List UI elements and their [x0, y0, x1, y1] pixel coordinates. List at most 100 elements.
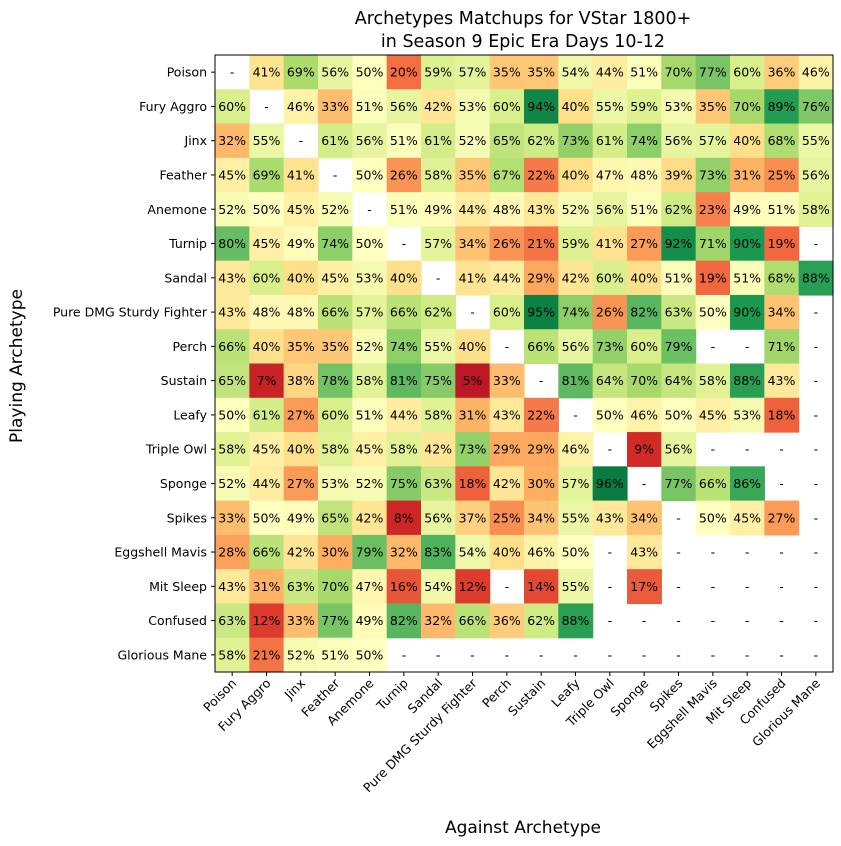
- cell-value-label: 56%: [665, 442, 693, 457]
- cell-value-label: 29%: [493, 442, 521, 457]
- heatmap-cell: [627, 89, 662, 125]
- cell-value-label: 57%: [562, 476, 590, 491]
- cell-value-label: 33%: [493, 373, 521, 388]
- heatmap-cell: [352, 123, 388, 159]
- x-tick-label: Turnip: [373, 675, 411, 713]
- cell-value-label: 76%: [802, 99, 830, 114]
- cell-value-label: 18%: [459, 476, 487, 491]
- heatmap-cell: [215, 89, 250, 125]
- heatmap-cell: [249, 260, 285, 296]
- heatmap-cell: [798, 89, 834, 125]
- cell-value-label: 70%: [630, 373, 658, 388]
- heatmap-cell: [215, 397, 250, 433]
- cell-value-label: 40%: [733, 133, 761, 148]
- cell-value-label: 61%: [596, 133, 624, 148]
- cell-value-label: 59%: [424, 65, 452, 80]
- cell-value-label: -: [505, 579, 510, 594]
- cell-value-label: 45%: [733, 510, 761, 525]
- cell-value-label: -: [745, 579, 750, 594]
- cell-value-label: -: [676, 647, 681, 662]
- cell-value-label: 60%: [733, 65, 761, 80]
- heatmap-cell: [283, 466, 319, 502]
- heatmap-cell: [730, 466, 765, 502]
- cell-value-label: 46%: [562, 442, 590, 457]
- cell-value-label: 66%: [390, 305, 418, 320]
- cell-value-label: -: [436, 647, 441, 662]
- y-tick-label: Mit Sleep: [149, 579, 207, 594]
- heatmap-cell: [352, 89, 388, 125]
- heatmap-cell: [215, 500, 250, 536]
- cell-value-label: -: [573, 647, 578, 662]
- heatmap-cell: [249, 157, 285, 193]
- heatmap-cell: [249, 569, 285, 605]
- cell-value-label: 38%: [287, 373, 315, 388]
- cell-value-label: 46%: [527, 545, 555, 560]
- cell-value-label: -: [779, 613, 784, 628]
- heatmap-cell: [764, 260, 800, 296]
- cell-value-label: 64%: [596, 373, 624, 388]
- heatmap-cell: [524, 55, 559, 90]
- heatmap-cell: [352, 637, 388, 673]
- heatmap-cell: [558, 500, 594, 536]
- cell-value-label: 69%: [287, 65, 315, 80]
- heatmap-cell: [352, 603, 388, 639]
- heatmap-cell: [318, 603, 353, 639]
- cell-value-label: 70%: [321, 579, 349, 594]
- cell-value-label: 31%: [253, 579, 281, 594]
- heatmap-cell: [592, 55, 628, 90]
- heatmap-cell: [249, 603, 285, 639]
- heatmap-cell: [318, 89, 353, 125]
- cell-value-label: 42%: [287, 545, 315, 560]
- cell-value-label: 56%: [390, 99, 418, 114]
- cell-value-label: 34%: [527, 510, 555, 525]
- heatmap-cell: [764, 157, 800, 193]
- cell-value-label: 71%: [768, 339, 796, 354]
- heatmap-cell: [421, 157, 456, 193]
- cell-value-label: 49%: [356, 613, 384, 628]
- heatmap-cell: [249, 123, 285, 159]
- heatmap-cell: [661, 432, 697, 467]
- heatmap-cell: [386, 500, 422, 536]
- cell-value-label: 53%: [665, 99, 693, 114]
- cell-value-label: 53%: [321, 476, 349, 491]
- heatmap-cell: [215, 363, 250, 399]
- cell-value-label: 41%: [459, 270, 487, 285]
- cell-value-label: 66%: [218, 339, 246, 354]
- cell-value-label: 27%: [287, 407, 315, 422]
- heatmap-cell: [283, 55, 319, 90]
- heatmap-cell: [695, 294, 731, 330]
- cell-value-label: -: [539, 373, 544, 388]
- cell-value-label: 82%: [390, 613, 418, 628]
- cell-value-label: 35%: [321, 339, 349, 354]
- chart-title-line2: in Season 9 Epic Era Days 10-12: [381, 32, 665, 52]
- heatmap-cell: [661, 226, 697, 262]
- heatmap-cell: [352, 534, 388, 570]
- cell-value-label: 43%: [596, 510, 624, 525]
- cell-value-label: 22%: [527, 167, 555, 182]
- cell-value-label: 55%: [562, 579, 590, 594]
- heatmap-cell: [283, 432, 319, 467]
- heatmap-cell: [695, 55, 731, 90]
- cell-value-label: 48%: [287, 305, 315, 320]
- heatmap-cell: [661, 89, 697, 125]
- heatmap-cell: [524, 89, 559, 125]
- cell-value-label: 90%: [733, 236, 761, 251]
- cell-value-label: 59%: [562, 236, 590, 251]
- cell-value-label: 57%: [356, 305, 384, 320]
- cell-value-label: -: [779, 545, 784, 560]
- cell-value-label: 62%: [527, 133, 555, 148]
- cell-value-label: 34%: [768, 305, 796, 320]
- cell-value-label: -: [745, 339, 750, 354]
- heatmap-cell: [249, 363, 285, 399]
- cell-value-label: 58%: [424, 407, 452, 422]
- cell-value-label: -: [608, 545, 613, 560]
- cell-value-label: 14%: [527, 579, 555, 594]
- cell-value-label: 56%: [321, 65, 349, 80]
- heatmap-cell: [215, 534, 250, 570]
- cell-value-label: 51%: [356, 407, 384, 422]
- cell-value-label: 49%: [287, 510, 315, 525]
- heatmap-cell: [695, 363, 731, 399]
- cell-value-label: -: [745, 613, 750, 628]
- heatmap-cell: [386, 363, 422, 399]
- heatmap-cell: [249, 192, 285, 227]
